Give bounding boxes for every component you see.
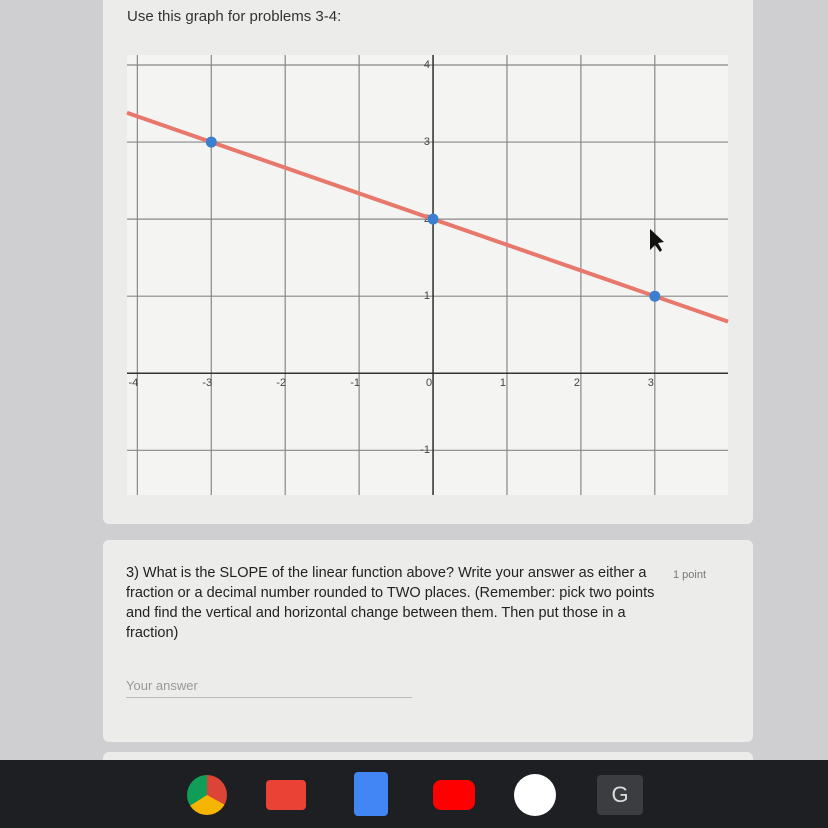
gmail-icon[interactable] [266,780,306,810]
x-tick-label: 0 [426,377,432,389]
chrome-icon[interactable] [187,775,227,815]
y-tick-label: -1 [420,444,430,456]
cursor [650,229,664,252]
x-tick-label: 1 [500,377,506,389]
youtube-icon[interactable] [433,780,475,810]
y-tick-label: 4 [424,59,430,71]
taskbar: G [0,760,828,828]
function-line [126,110,729,324]
x-tick-label: 2 [574,377,580,389]
plot-area [127,55,728,495]
y-tick-label: 3 [424,136,430,148]
point [427,213,439,225]
answer-input[interactable]: Your answer [126,678,412,698]
point [205,136,217,148]
x-tick-label: -3 [202,377,212,389]
x-tick-label: -4 [128,377,138,389]
x-tick-label: 3 [648,377,654,389]
y-tick-label: 1 [424,290,430,302]
x-tick-label: -2 [276,377,286,389]
app-icon[interactable]: G [597,775,643,815]
point [649,290,661,302]
question-text: 3) What is the SLOPE of the linear funct… [126,565,655,641]
intro-text: Use this graph for problems 3-4: [127,8,342,25]
question-card [103,540,753,742]
play-icon[interactable] [514,774,556,816]
points-label: 1 point [673,569,707,581]
x-tick-label: -1 [350,377,360,389]
docs-icon[interactable] [354,772,388,816]
